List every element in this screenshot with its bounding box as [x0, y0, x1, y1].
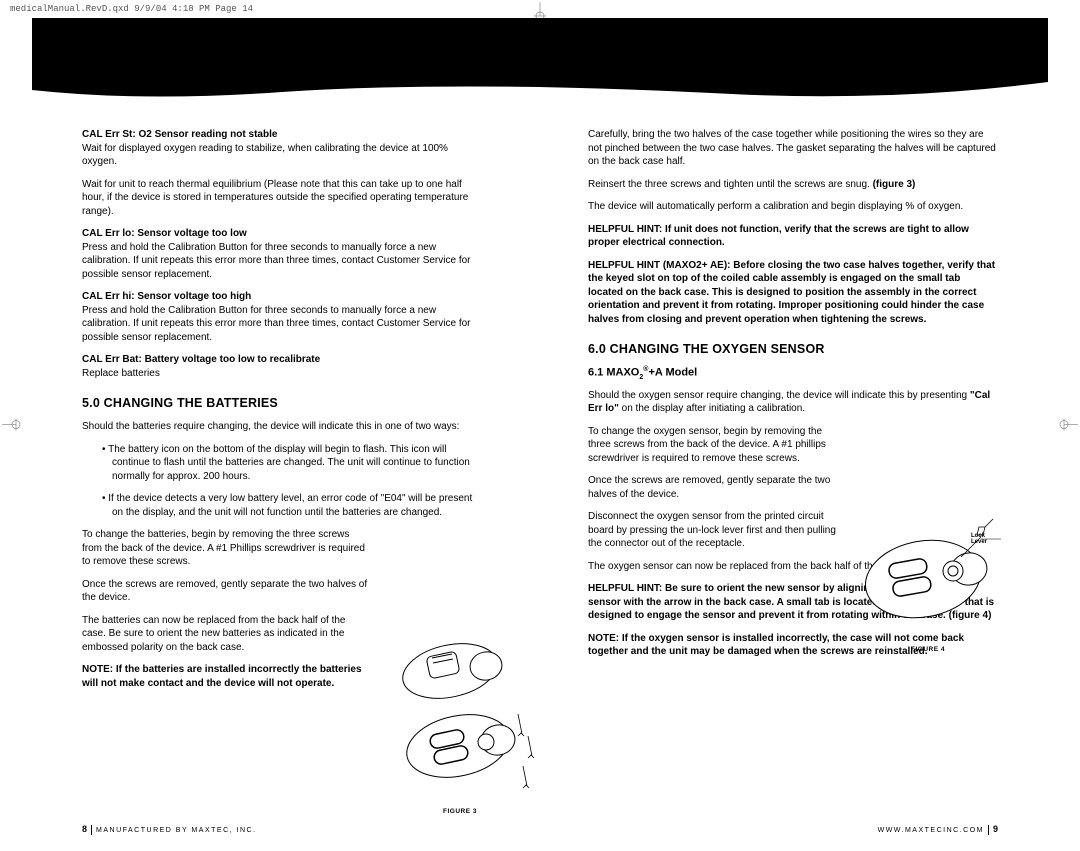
- oxy-p1: Should the oxygen sensor require changin…: [588, 389, 996, 416]
- figure-3-label: FIGURE 3: [380, 808, 540, 815]
- figure-3: FIGURE 3: [380, 636, 540, 815]
- lock-lever-label: Lock Lever: [971, 533, 1001, 545]
- hint-2: HELPFUL HINT (MAXO2+ AE): Before closing…: [588, 259, 996, 327]
- err-bat-title: CAL Err Bat: Battery voltage too low to …: [82, 354, 320, 365]
- err-st-title: CAL Err St: O2 Sensor reading not stable: [82, 129, 277, 140]
- right-p1: Carefully, bring the two halves of the c…: [588, 128, 996, 169]
- oxy-p3: Once the screws are removed, gently sepa…: [588, 474, 843, 501]
- file-header: medicalManual.RevD.qxd 9/9/04 4:18 PM Pa…: [10, 4, 253, 14]
- err-lo-p: Press and hold the Calibration Button fo…: [82, 242, 471, 280]
- err-hi-title: CAL Err hi: Sensor voltage too high: [82, 291, 251, 302]
- page-number-right: 9: [993, 824, 998, 834]
- hint-1: HELPFUL HINT: If unit does not function,…: [588, 223, 996, 250]
- footer-left-text: MANUFACTURED BY MAXTEC, INC.: [96, 827, 257, 834]
- err-st-p1: Wait for displayed oxygen reading to sta…: [82, 143, 448, 168]
- heading-oxygen-sensor: 6.0 CHANGING THE OXYGEN SENSOR: [588, 342, 996, 356]
- subheading-model: 6.1 MAXO2®+A Model: [588, 366, 996, 381]
- left-column: CAL Err St: O2 Sensor reading not stable…: [82, 128, 482, 699]
- right-p2: Reinsert the three screws and tighten un…: [588, 178, 996, 192]
- figure-4: Lock Lever FIGURE 4: [853, 509, 1003, 653]
- batt-note: NOTE: If the batteries are installed inc…: [82, 663, 372, 690]
- oxy-p4: Disconnect the oxygen sensor from the pr…: [588, 510, 843, 551]
- err-lo-title: CAL Err lo: Sensor voltage too low: [82, 228, 247, 239]
- crop-mark-right: [1058, 409, 1078, 442]
- footer-right-text: WWW.MAXTECINC.COM: [878, 827, 984, 834]
- err-st-p2: Wait for unit to reach thermal equilibri…: [82, 178, 482, 219]
- page-number-left: 8: [82, 824, 87, 834]
- black-banner: [32, 18, 1048, 76]
- right-p3: The device will automatically perform a …: [588, 200, 996, 214]
- heading-batteries: 5.0 CHANGING THE BATTERIES: [82, 396, 482, 410]
- oxy-p2: To change the oxygen sensor, begin by re…: [588, 425, 843, 466]
- batt-p2: To change the batteries, begin by removi…: [82, 528, 372, 569]
- batt-bullet-1: The battery icon on the bottom of the di…: [82, 443, 482, 484]
- banner-curve: [32, 76, 1048, 106]
- batt-bullet-2: If the device detects a very low battery…: [82, 492, 482, 519]
- figure-4-label: FIGURE 4: [853, 646, 1003, 653]
- footer-right: WWW.MAXTECINC.COM 9: [878, 824, 998, 835]
- batt-p3: Once the screws are removed, gently sepa…: [82, 578, 372, 605]
- err-hi-p: Press and hold the Calibration Button fo…: [82, 305, 471, 343]
- err-bat-p: Replace batteries: [82, 368, 160, 379]
- crop-mark-left: [2, 409, 22, 442]
- footer-left: 8 MANUFACTURED BY MAXTEC, INC.: [82, 824, 257, 835]
- batt-p4: The batteries can now be replaced from t…: [82, 614, 372, 655]
- batt-p1: Should the batteries require changing, t…: [82, 420, 482, 434]
